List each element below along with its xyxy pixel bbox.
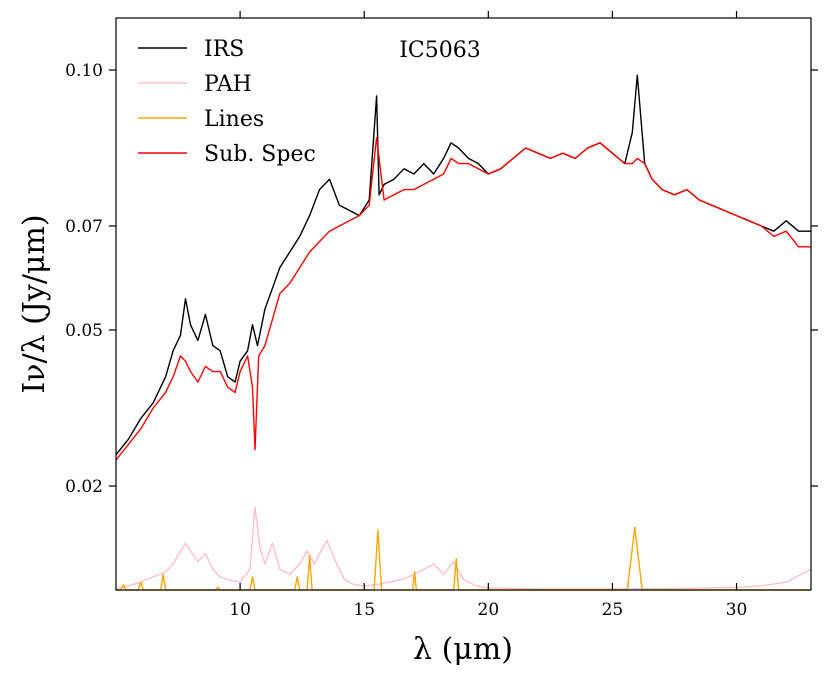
y-tick-label: 0.02 — [65, 477, 103, 497]
x-tick-label: 10 — [229, 600, 251, 620]
series-line-pah — [115, 506, 812, 590]
plot-frame — [115, 17, 812, 591]
x-tick-label: 30 — [726, 600, 748, 620]
x-tick-label: 20 — [478, 600, 500, 620]
legend-label-lines: Lines — [204, 107, 264, 132]
y-tick-label: 0.07 — [65, 217, 103, 237]
series-layer — [115, 74, 812, 591]
legend-label-irs: IRS — [204, 37, 244, 62]
chart-title: IC5063 — [399, 38, 481, 63]
x-tick-label: 25 — [602, 600, 624, 620]
tick-layer: 10 15 20 25 30 0.02 0.05 0.07 0.10 — [65, 11, 818, 620]
legend: IRS PAH Lines Sub. Spec — [138, 37, 316, 167]
series-line-sub-spec — [115, 136, 811, 461]
series-line-lines — [116, 526, 811, 591]
x-tick-label: 15 — [353, 600, 375, 620]
y-tick-label: 0.05 — [65, 321, 103, 341]
legend-label-sub-spec: Sub. Spec — [204, 142, 316, 167]
y-tick-label: 0.10 — [65, 61, 103, 81]
y-axis-title: Iν/λ (Jy/μm) — [17, 214, 52, 393]
legend-label-pah: PAH — [204, 72, 252, 97]
x-axis-title: λ (μm) — [413, 632, 513, 667]
